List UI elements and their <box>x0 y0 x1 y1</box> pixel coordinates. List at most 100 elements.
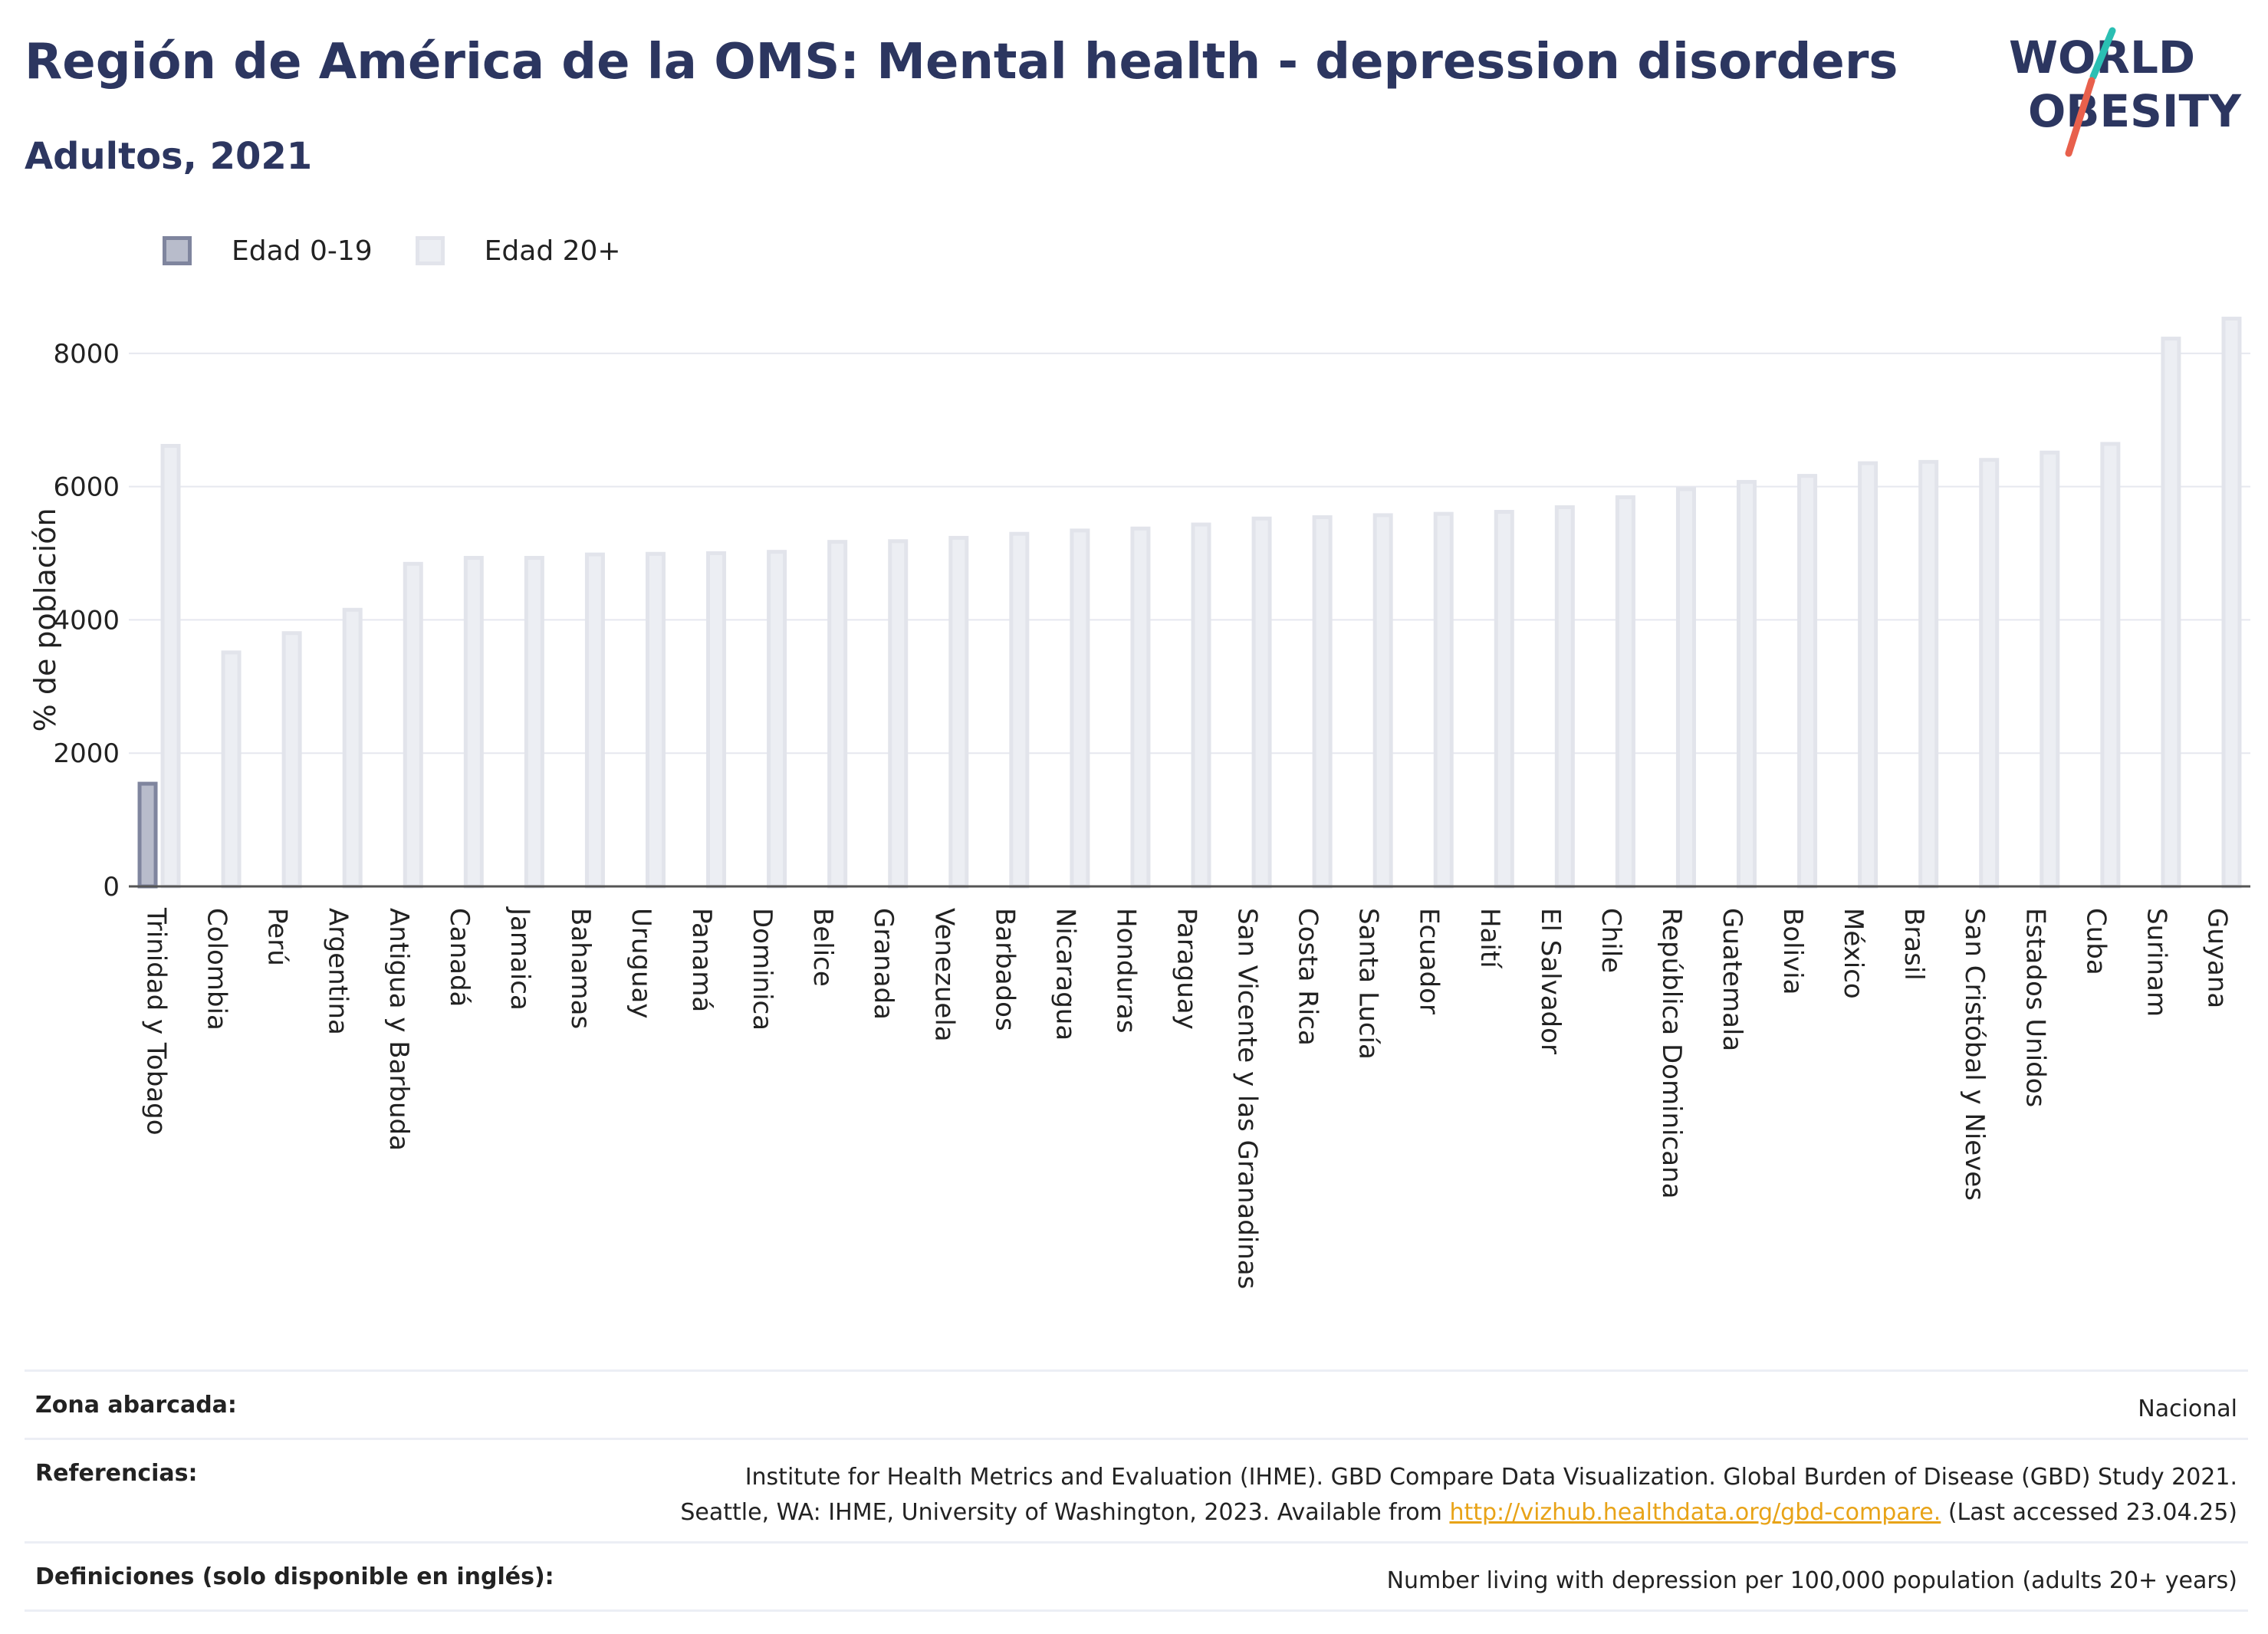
x-tick-label: Cuba <box>2080 908 2111 975</box>
logo-slash-teal <box>2089 27 2116 81</box>
coverage-label: Zona abarcada: <box>35 1392 237 1419</box>
references-line-2: Seattle, WA: IHME, University of Washing… <box>680 1499 1442 1526</box>
bar-age-20-plus <box>281 631 302 889</box>
definitions-value: Number living with depression per 100,00… <box>1386 1567 2237 1594</box>
bar-age-20-plus <box>1979 458 2000 889</box>
logo-line2: OBESITY <box>2028 85 2242 137</box>
x-tick-label: Bolivia <box>1777 908 1808 995</box>
x-tick-label: El Salvador <box>1535 908 1566 1054</box>
bar-age-20-plus <box>1615 495 1635 889</box>
bar-age-20-plus <box>1372 513 1393 889</box>
bar-age-20-plus <box>888 539 909 889</box>
bar-age-20-plus <box>1433 511 1454 889</box>
bar-age-20-plus <box>827 540 848 889</box>
x-tick-label: Haití <box>1474 908 1505 969</box>
chart-footer: Zona abarcada: Nacional Referencias: Ins… <box>25 1369 2248 1612</box>
x-tick-label: San Vicente y las Granadinas <box>1232 908 1263 1289</box>
y-tick-label: 0 <box>103 872 120 902</box>
x-tick-label: Santa Lucía <box>1353 908 1384 1060</box>
bar-age-20-plus <box>463 555 484 889</box>
footer-row-definitions: Definiciones (solo disponible en inglés)… <box>25 1541 2248 1612</box>
x-tick-label: Uruguay <box>626 908 656 1019</box>
x-tick-label: Antigua y Barbuda <box>383 908 414 1151</box>
chart-legend: Edad 0-19 Edad 20+ <box>163 230 664 271</box>
references-label: Referencias: <box>35 1460 198 1487</box>
bar-age-20-plus <box>2100 442 2121 889</box>
bar-age-20-plus <box>1130 526 1151 889</box>
x-tick-label: Barbados <box>989 908 1020 1031</box>
y-tick-label: 8000 <box>53 339 120 370</box>
x-tick-label: Estados Unidos <box>2020 908 2050 1107</box>
x-tick-label: Paraguay <box>1172 908 1202 1030</box>
bar-age-20-plus <box>1797 474 1818 889</box>
x-tick-label: República Dominicana <box>1656 908 1687 1198</box>
x-tick-label: México <box>1838 908 1869 999</box>
y-axis-title: % de población <box>28 508 62 732</box>
coverage-value: Nacional <box>2138 1396 2237 1422</box>
bar-age-20-plus <box>160 444 181 889</box>
bar-age-20-plus <box>706 551 727 889</box>
x-tick-label: Ecuador <box>1414 908 1445 1014</box>
bar-age-20-plus <box>2040 450 2060 889</box>
bar-age-20-plus <box>1070 528 1090 889</box>
world-obesity-logo: WORLD OBESITY <box>2009 27 2242 157</box>
bar-age-20-plus <box>524 555 544 889</box>
bar-age-20-plus <box>767 550 787 889</box>
x-tick-label: Honduras <box>1110 908 1141 1034</box>
bar-age-20-plus <box>2221 317 2242 889</box>
legend-item-age-0-19[interactable]: Edad 0-19 <box>163 235 373 267</box>
bar-age-20-plus <box>1494 510 1514 889</box>
x-tick-label: San Cristóbal y Nieves <box>1959 908 1990 1201</box>
bar-age-20-plus <box>1918 459 1939 889</box>
bar-age-20-plus <box>948 535 969 889</box>
x-tick-label: Trinidad y Tobago <box>141 907 172 1136</box>
x-tick-label: Panamá <box>686 908 717 1012</box>
bar-age-20-plus <box>1312 515 1333 889</box>
page-title: Región de América de la OMS: Mental heal… <box>25 34 1898 90</box>
bar-age-20-plus <box>1009 531 1030 889</box>
bar-age-20-plus <box>1191 522 1211 889</box>
bar-age-20-plus <box>342 607 363 889</box>
x-tick-label: Canadá <box>444 908 475 1007</box>
bar-age-20-plus <box>1675 487 1696 889</box>
footer-row-references: Referencias: Institute for Health Metric… <box>25 1438 2248 1541</box>
bar-age-20-plus <box>221 650 242 889</box>
bar-age-20-plus <box>1737 479 1757 889</box>
x-tick-label: Colombia <box>202 908 232 1031</box>
references-value: Institute for Health Metrics and Evaluat… <box>680 1460 2237 1530</box>
legend-swatch-age-0-19 <box>163 236 192 265</box>
bar-age-0-19 <box>137 781 158 889</box>
x-tick-label: Belice <box>807 908 838 987</box>
y-tick-label: 6000 <box>53 472 120 503</box>
references-line-1: Institute for Health Metrics and Evaluat… <box>744 1464 2237 1491</box>
x-tick-label: Guyana <box>2201 908 2232 1008</box>
bar-age-20-plus <box>1251 516 1272 889</box>
x-tick-label: Granada <box>868 908 899 1020</box>
x-tick-label: Bahamas <box>565 908 596 1029</box>
logo-slash-coral <box>2065 77 2095 157</box>
bar-age-20-plus <box>645 551 666 889</box>
x-tick-label: Nicaragua <box>1050 908 1080 1041</box>
bar-age-20-plus <box>2161 337 2181 889</box>
x-tick-label: Costa Rica <box>1293 908 1323 1046</box>
legend-label-age-0-19: Edad 0-19 <box>232 235 373 267</box>
legend-label-age-20-plus: Edad 20+ <box>484 235 621 267</box>
x-tick-label: Surinam <box>2141 908 2171 1017</box>
x-tick-label: Jamaica <box>505 906 535 1011</box>
bar-age-20-plus <box>1554 505 1575 889</box>
x-tick-label: Perú <box>262 908 293 966</box>
y-tick-label: 4000 <box>53 605 120 636</box>
y-tick-label: 2000 <box>53 738 120 769</box>
x-tick-label: Venezuela <box>929 908 959 1042</box>
x-tick-label: Guatemala <box>1717 908 1747 1051</box>
legend-item-age-20-plus[interactable]: Edad 20+ <box>415 235 621 267</box>
bar-age-20-plus <box>1858 461 1878 889</box>
legend-swatch-age-20-plus <box>415 236 445 265</box>
x-tick-label: Dominica <box>747 908 777 1031</box>
footer-row-coverage: Zona abarcada: Nacional <box>25 1369 2248 1438</box>
x-tick-label: Brasil <box>1898 908 1929 981</box>
references-link[interactable]: http://vizhub.healthdata.org/gbd-compare… <box>1449 1499 1941 1526</box>
bar-age-20-plus <box>584 552 605 889</box>
x-tick-label: Chile <box>1596 908 1626 973</box>
bar-chart: 0 2000 4000 6000 8000 % de población Trinidad … <box>28 317 2250 1289</box>
